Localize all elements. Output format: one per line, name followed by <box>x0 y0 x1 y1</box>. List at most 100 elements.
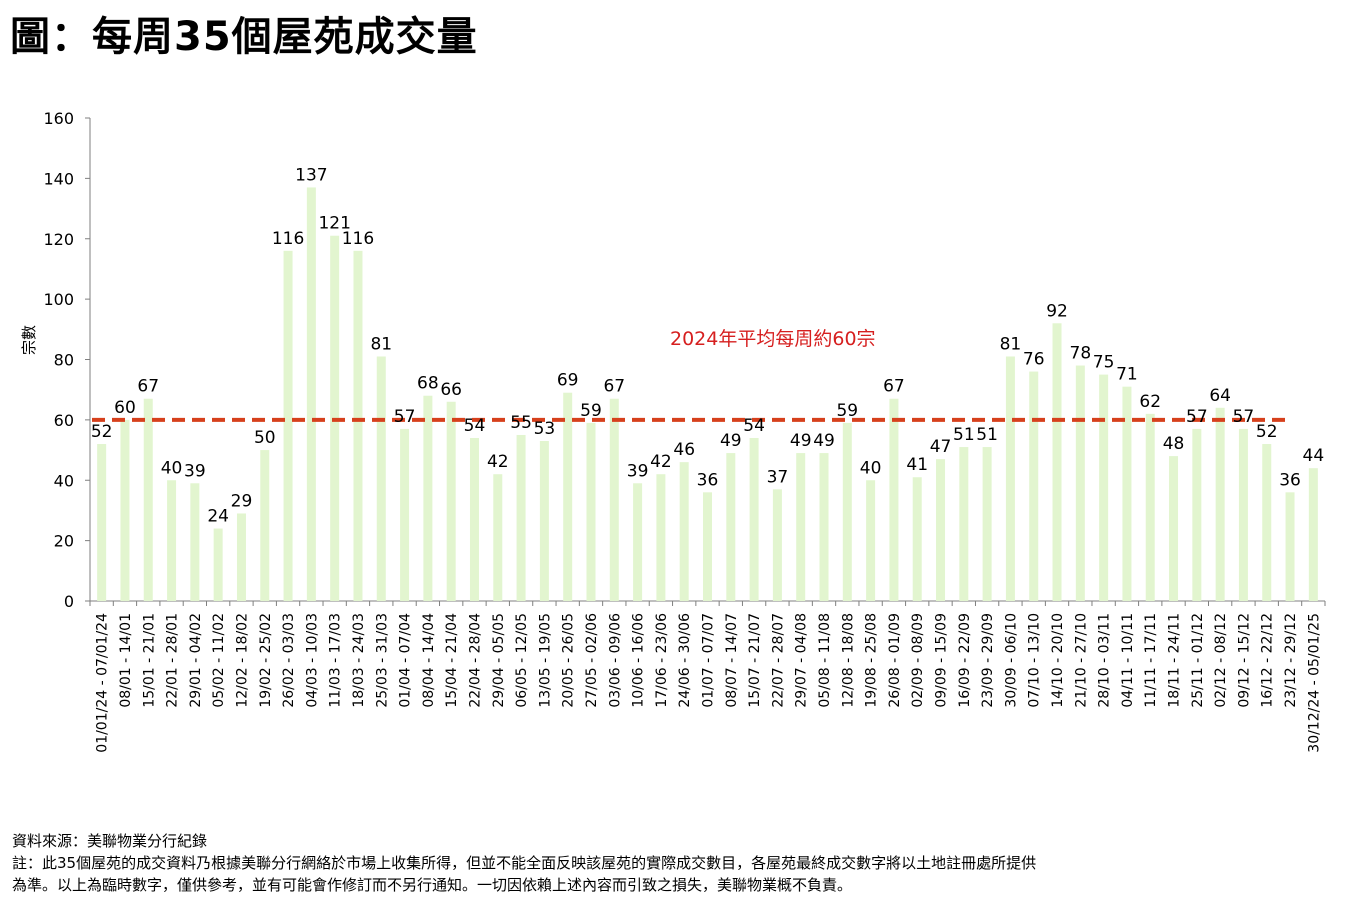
data-label: 64 <box>1209 386 1231 406</box>
bar <box>889 398 899 601</box>
bar <box>143 398 153 601</box>
x-tick-label: 18/11 - 24/11 <box>1167 613 1183 708</box>
x-tick-label: 28/10 - 03/11 <box>1097 613 1113 708</box>
data-label: 57 <box>394 407 416 427</box>
x-tick-label: 06/05 - 12/05 <box>514 613 530 708</box>
x-tick-label: 27/05 - 02/06 <box>584 613 600 708</box>
y-tick-label: 120 <box>43 230 74 249</box>
bar <box>469 437 479 601</box>
data-label: 116 <box>342 229 374 249</box>
bar <box>819 453 829 601</box>
data-label: 36 <box>697 470 719 490</box>
x-tick-label: 19/08 - 25/08 <box>864 613 880 708</box>
x-tick-label: 20/05 - 26/05 <box>561 613 577 708</box>
x-tick-label: 23/09 - 29/09 <box>980 613 996 708</box>
bar <box>982 447 992 601</box>
bar <box>400 428 410 601</box>
x-tick-label: 03/06 - 09/06 <box>607 613 623 708</box>
data-label: 62 <box>1139 392 1161 412</box>
data-label: 39 <box>627 461 649 481</box>
x-tick-label: 13/05 - 19/05 <box>537 613 553 708</box>
data-label: 42 <box>650 452 672 472</box>
data-label: 59 <box>580 401 602 421</box>
x-tick-label: 21/10 - 27/10 <box>1073 613 1089 708</box>
x-tick-label: 29/01 - 04/02 <box>188 613 204 708</box>
y-tick-label: 100 <box>43 290 74 309</box>
bar <box>796 453 806 601</box>
x-tick-label: 11/11 - 17/11 <box>1143 613 1159 708</box>
bar <box>539 441 549 601</box>
bar <box>213 528 223 601</box>
x-tick-label: 01/01/24 - 07/01/24 <box>95 613 111 753</box>
bar <box>1052 323 1062 601</box>
chart-title: 圖：每周35個屋苑成交量 <box>10 14 478 60</box>
x-tick-label: 22/01 - 28/01 <box>165 613 181 708</box>
data-label: 40 <box>860 458 882 478</box>
x-tick-label: 29/04 - 05/05 <box>491 613 507 708</box>
data-label: 41 <box>906 455 928 475</box>
bar <box>1145 413 1155 601</box>
bar <box>1262 444 1272 601</box>
disclaimer-line-2: 為準。以上為臨時數字，僅供參考，並有可能會作修訂而不另行通知。一切因依賴上述內容… <box>12 876 853 894</box>
x-tick-label: 15/01 - 21/01 <box>141 613 157 708</box>
data-label: 76 <box>1023 350 1045 370</box>
bar <box>446 401 456 601</box>
data-label: 51 <box>976 425 998 445</box>
x-tick-label: 18/03 - 24/03 <box>351 613 367 708</box>
data-label: 121 <box>318 214 350 234</box>
x-tick-label: 02/12 - 08/12 <box>1213 613 1229 708</box>
data-label: 52 <box>91 422 113 442</box>
data-label: 47 <box>930 437 952 457</box>
x-tick-label: 26/02 - 03/03 <box>281 613 297 708</box>
bar <box>1215 407 1225 601</box>
bar <box>842 422 852 601</box>
data-label: 75 <box>1093 353 1115 373</box>
data-label: 116 <box>272 229 304 249</box>
x-tick-label: 05/08 - 11/08 <box>817 613 833 708</box>
disclaimer-line-1: 註：此35個屋苑的成交資料乃根據美聯分行網絡於市場上收集所得，但並不能全面反映該… <box>12 854 1037 872</box>
data-label: 57 <box>1233 407 1255 427</box>
data-label: 39 <box>184 461 206 481</box>
data-label: 71 <box>1116 365 1138 385</box>
x-tick-label: 02/09 - 08/09 <box>910 613 926 708</box>
bar <box>912 477 922 601</box>
data-label: 54 <box>464 416 486 436</box>
data-label: 60 <box>114 398 136 418</box>
x-tick-label: 01/04 - 07/04 <box>398 613 414 708</box>
x-tick-label: 04/11 - 10/11 <box>1120 613 1136 708</box>
data-label: 49 <box>790 431 812 451</box>
bar <box>423 395 433 601</box>
bar <box>493 474 503 601</box>
bar <box>1099 374 1109 601</box>
bar <box>586 422 596 601</box>
x-tick-label: 01/07 - 07/07 <box>701 613 717 708</box>
data-label: 54 <box>743 416 765 436</box>
data-label: 67 <box>137 377 159 397</box>
bar <box>1169 456 1179 601</box>
data-label: 50 <box>254 428 276 448</box>
data-label: 29 <box>231 491 253 511</box>
x-tick-label: 30/09 - 06/10 <box>1003 613 1019 708</box>
bar <box>1029 371 1039 601</box>
x-tick-label: 16/09 - 22/09 <box>957 613 973 708</box>
bar <box>353 250 363 601</box>
bar <box>236 513 246 601</box>
bar <box>703 492 712 601</box>
y-tick-label: 80 <box>54 351 74 370</box>
bar <box>306 187 316 601</box>
data-label: 59 <box>836 401 858 421</box>
x-tick-label: 09/12 - 15/12 <box>1236 613 1252 708</box>
y-tick-label: 160 <box>43 109 74 128</box>
x-tick-label: 05/02 - 11/02 <box>211 613 227 708</box>
data-label: 52 <box>1256 422 1278 442</box>
source-note: 資料來源：美聯物業分行紀錄 <box>12 832 208 850</box>
bar <box>516 434 526 601</box>
data-label: 44 <box>1303 446 1325 466</box>
bar <box>1238 428 1248 601</box>
data-label: 67 <box>883 377 905 397</box>
bar <box>97 444 107 601</box>
bar <box>1005 356 1015 601</box>
data-label: 49 <box>813 431 835 451</box>
bar <box>679 462 689 601</box>
